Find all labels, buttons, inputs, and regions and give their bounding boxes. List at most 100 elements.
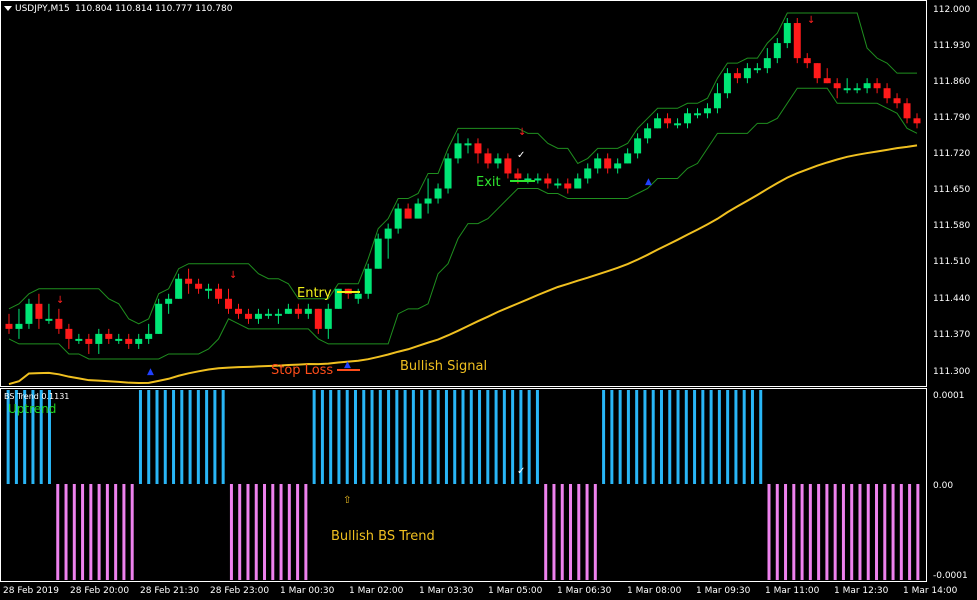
bs-trend-bar — [709, 390, 713, 484]
candle-body — [783, 23, 791, 44]
candle-body — [25, 303, 33, 324]
candle-body — [274, 313, 282, 316]
candle-body — [554, 183, 562, 186]
candle-body — [514, 173, 522, 179]
bs-trend-bar — [544, 484, 548, 580]
candle-body — [155, 303, 163, 334]
candle-body — [873, 83, 881, 89]
candle-body — [693, 113, 701, 116]
candle-body — [454, 143, 462, 159]
bs-trend-bar — [114, 484, 118, 580]
sell-arrow-icon: ↓ — [518, 127, 526, 138]
bs-trend-bar — [750, 390, 754, 484]
time-tick: 1 Mar 02:00 — [349, 586, 404, 596]
ohlc-readout: 110.804 110.814 110.777 110.780 — [75, 4, 233, 14]
bs-trend-bar — [387, 390, 391, 484]
candle-body — [843, 88, 851, 91]
bs-trend-bar — [916, 484, 920, 580]
bs-trend-bar — [320, 390, 324, 484]
bs-trend-bar — [97, 484, 101, 580]
candle-body — [364, 268, 372, 294]
bs-trend-bar — [817, 484, 821, 580]
bs-trend-bar — [875, 484, 879, 580]
time-tick: 28 Feb 20:00 — [70, 586, 129, 596]
candle-body — [524, 178, 532, 181]
bs-trend-bar — [734, 390, 738, 484]
candle-body — [634, 138, 642, 154]
signal-markers: ↓ ↓ ↓ ↓ ▲ ▲ ▲ ✓ ✓ ⇧ — [56, 15, 815, 506]
bs-trend-bar — [403, 390, 407, 484]
candle-body — [294, 308, 302, 314]
bs-trend-bar — [362, 390, 366, 484]
bs-trend-bar — [602, 390, 606, 484]
bs-trend-bar — [577, 484, 581, 580]
price-tick: 111.790 — [933, 113, 970, 123]
candle-body — [723, 73, 731, 94]
bs-trend-bar — [436, 390, 440, 484]
candle-body — [135, 338, 143, 344]
time-tick: 1 Mar 08:00 — [627, 586, 682, 596]
bs-trend-bar — [618, 390, 622, 484]
candle-body — [95, 333, 103, 344]
candle-body — [703, 108, 711, 114]
price-tick: 111.580 — [933, 221, 970, 231]
candle-body — [504, 158, 512, 174]
candle-body — [434, 188, 442, 199]
candle-body — [833, 83, 841, 89]
candle-body — [404, 208, 412, 219]
time-tick: 28 Feb 2019 — [3, 586, 59, 596]
candle-body — [215, 288, 223, 299]
candle-body — [15, 323, 23, 329]
candle-body — [753, 68, 761, 71]
candle-body — [584, 168, 592, 179]
indicator-tick: -0.0001 — [933, 571, 968, 581]
bs-trend-bar — [883, 484, 887, 580]
indicator-state: Uptrend — [8, 402, 56, 416]
time-tick: 1 Mar 00:30 — [280, 586, 335, 596]
candle-body — [284, 308, 292, 314]
stop-loss-label: Stop Loss — [271, 363, 333, 378]
candle-body — [733, 73, 741, 79]
candle-body — [853, 88, 861, 91]
bs-trend-bar — [610, 390, 614, 484]
bs-trend-bar — [64, 484, 68, 580]
bs-trend-bar — [775, 484, 779, 580]
bullish-signal-label: Bullish Signal — [400, 359, 487, 374]
bs-trend-bar — [759, 390, 763, 484]
bs-trend-bar — [329, 390, 333, 484]
main-chart-frame — [0, 0, 927, 387]
candle-body — [105, 333, 113, 339]
bs-trend-bar — [461, 390, 465, 484]
bs-trend-bar — [155, 390, 159, 484]
candle-body — [624, 153, 632, 164]
time-tick: 1 Mar 05:00 — [488, 586, 543, 596]
buy-arrow-icon: ▲ — [645, 177, 652, 187]
bs-trend-bar — [701, 390, 705, 484]
bs-trend-bar — [535, 390, 539, 484]
candle-body — [564, 183, 572, 189]
bs-trend-bar — [693, 390, 697, 484]
candle-body — [165, 298, 173, 304]
candle-body — [205, 288, 213, 291]
bs-trend-bar — [891, 484, 895, 580]
bs-trend-bar — [213, 390, 217, 484]
bs-trend-bar — [411, 390, 415, 484]
bs-trend-bar — [767, 484, 771, 580]
bs-trend-bar — [560, 484, 564, 580]
bs-trend-bar — [850, 484, 854, 580]
bs-trend-bar — [866, 484, 870, 580]
bs-trend-bar — [229, 484, 233, 580]
bs-trend-bar — [130, 484, 134, 580]
symbol-menu-icon[interactable] — [4, 6, 12, 11]
candle-body — [614, 163, 622, 169]
bs-trend-bar — [312, 390, 316, 484]
candle-body — [644, 128, 652, 139]
candle-body — [474, 143, 482, 154]
bs-trend-bar — [72, 484, 76, 580]
candle-body — [394, 208, 402, 229]
candle-body — [185, 278, 193, 284]
bs-trend-bar — [188, 390, 192, 484]
candle-body — [494, 158, 502, 164]
bs-trend-bar — [784, 484, 788, 580]
